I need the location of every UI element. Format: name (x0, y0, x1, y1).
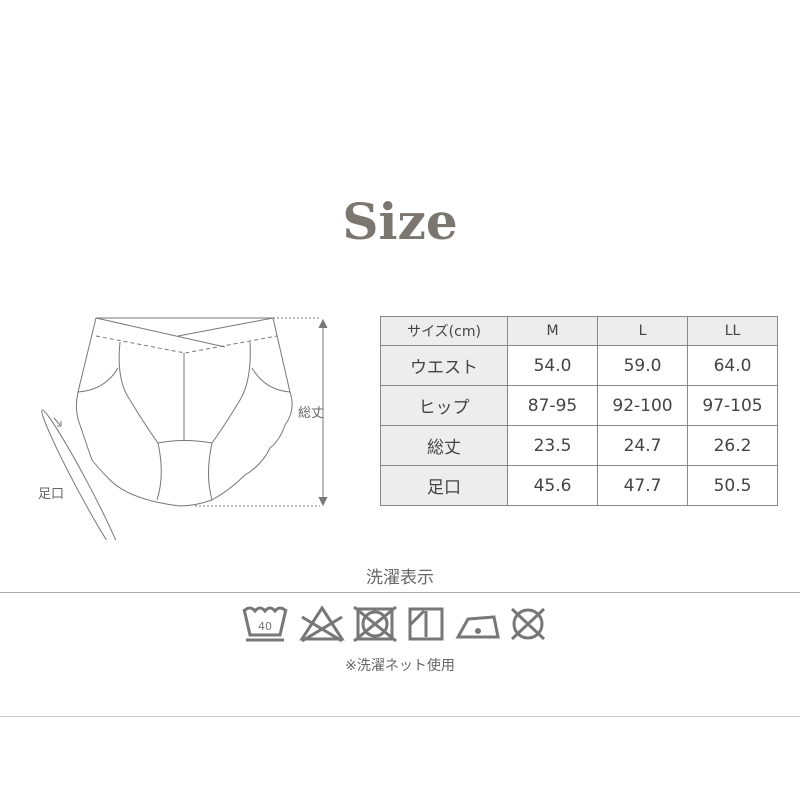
no-bleach-icon (299, 605, 345, 643)
wash-40-icon: 40 (242, 606, 288, 642)
page-title: Size (342, 192, 458, 251)
divider (0, 592, 800, 593)
table-row: ウエスト 54.0 59.0 64.0 (380, 345, 778, 386)
table-row: 総丈 23.5 24.7 26.2 (380, 425, 778, 466)
svg-text:40: 40 (258, 620, 272, 633)
size-table: サイズ(cm) M L LL ウエスト 54.0 59.0 64.0 ヒップ 87-95… (380, 316, 778, 506)
garment-diagram (41, 317, 328, 540)
table-row: 足口 45.6 47.7 50.5 (380, 465, 778, 506)
care-icons: 40 (242, 605, 546, 643)
care-note: ※洗濯ネット使用 (345, 658, 455, 674)
table-header: サイズ(cm) M L LL (380, 316, 778, 346)
no-dry-clean-icon (510, 607, 546, 641)
care-heading: 洗濯表示 (366, 568, 434, 588)
no-tumble-dry-icon (353, 605, 397, 643)
length-label: 総丈 (298, 406, 325, 421)
leg-label: 足口 (38, 487, 65, 502)
shade-drip-dry-icon (408, 607, 444, 641)
low-iron-icon (455, 615, 500, 639)
table-row: ヒップ 87-95 92-100 97-105 (380, 385, 778, 426)
divider (0, 716, 800, 717)
